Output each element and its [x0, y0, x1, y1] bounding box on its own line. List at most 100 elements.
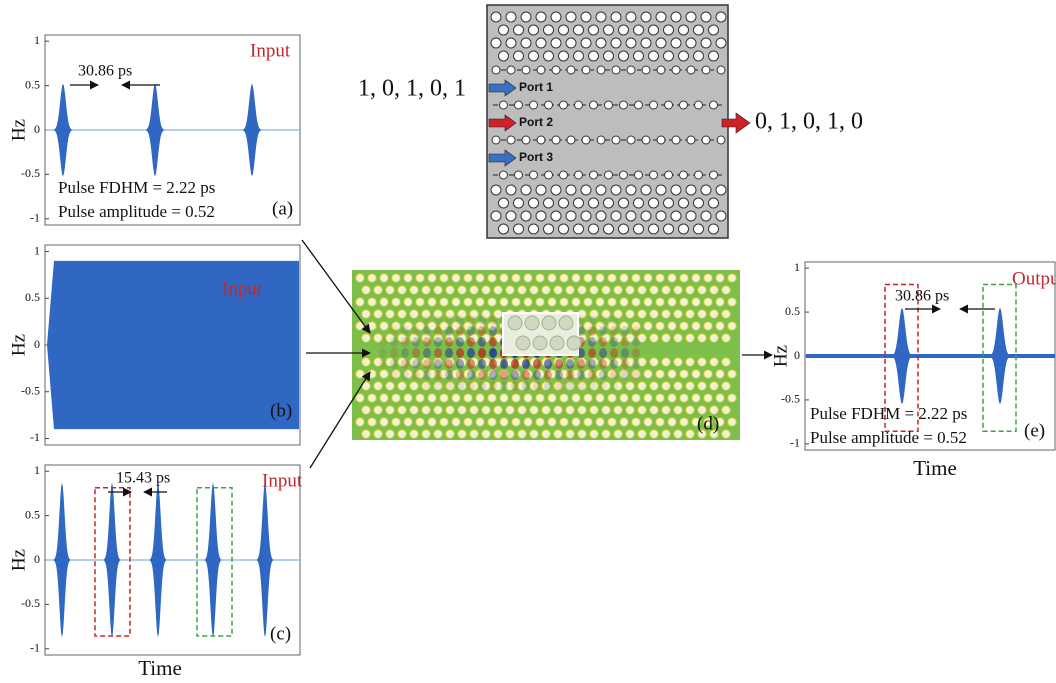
inset-hole [558, 315, 574, 331]
field-hole [703, 297, 713, 307]
field-hole [583, 369, 593, 379]
hole [649, 170, 658, 180]
field-blob [621, 370, 629, 380]
field-hole [457, 285, 467, 295]
field-hole [511, 393, 521, 403]
field-hole [451, 273, 461, 283]
field-hole [697, 381, 707, 391]
hole [559, 100, 568, 110]
hole [490, 210, 502, 222]
hole [655, 184, 667, 196]
y-tick-label: -1 [790, 436, 800, 450]
field-hole [703, 417, 713, 427]
field-hole [637, 333, 647, 343]
hole [663, 197, 674, 209]
field-hole [547, 369, 557, 379]
field-hole [391, 369, 401, 379]
field-hole [637, 285, 647, 295]
hole [610, 210, 622, 222]
field-hole [721, 309, 731, 319]
field-hole [457, 357, 467, 367]
field-hole [445, 405, 455, 415]
hole [573, 50, 584, 62]
field-blob [621, 337, 629, 347]
field-hole [433, 381, 443, 391]
hole [619, 100, 628, 110]
field-hole [709, 309, 719, 319]
hole [709, 170, 718, 180]
field-blob [445, 359, 453, 369]
hole [551, 135, 561, 145]
field-hole [607, 369, 617, 379]
field-hole [673, 309, 683, 319]
hole [678, 197, 689, 209]
field-hole [391, 273, 401, 283]
field-hole [385, 405, 395, 415]
field-blob [566, 370, 574, 380]
field-hole [697, 333, 707, 343]
field-hole [565, 285, 575, 295]
field-hole [361, 405, 371, 415]
hole [505, 11, 517, 23]
field-hole [463, 273, 473, 283]
hole [589, 100, 598, 110]
field-hole [619, 393, 629, 403]
field-blob [555, 359, 563, 369]
field-hole [661, 309, 671, 319]
field-blob [456, 381, 464, 391]
field-blob [456, 359, 464, 369]
field-hole [421, 357, 431, 367]
output-arrow [721, 112, 751, 134]
field-hole [421, 333, 431, 343]
field-hole [397, 357, 407, 367]
hole [633, 223, 644, 235]
y-tick-label: -0.5 [781, 392, 800, 406]
field-blob [511, 359, 519, 369]
hole [596, 135, 606, 145]
hole [679, 100, 688, 110]
field-hole [637, 357, 647, 367]
field-blob [599, 337, 607, 347]
hole [573, 223, 584, 235]
highlight-box [884, 283, 919, 432]
field-hole [373, 381, 383, 391]
field-hole [523, 273, 533, 283]
field-hole [559, 273, 569, 283]
field-hole [421, 309, 431, 319]
field-hole [565, 381, 575, 391]
hole [498, 24, 509, 36]
field-hole [361, 429, 371, 439]
field-hole [421, 285, 431, 295]
field-hole [445, 381, 455, 391]
field-hole [667, 297, 677, 307]
field-hole [445, 309, 455, 319]
field-hole [481, 285, 491, 295]
field-blob [478, 315, 486, 325]
field-hole [427, 297, 437, 307]
field-blob [401, 337, 409, 347]
hole [520, 210, 532, 222]
field-hole [415, 273, 425, 283]
field-hole [355, 393, 365, 403]
field-hole [625, 381, 635, 391]
field-hole [541, 285, 551, 295]
field-hole [685, 429, 695, 439]
field-hole [529, 381, 539, 391]
hole [550, 210, 562, 222]
hole [565, 184, 577, 196]
hole [596, 65, 606, 75]
field-hole [385, 381, 395, 391]
field-hole [409, 285, 419, 295]
port-arrow [488, 79, 517, 97]
field-blob [588, 381, 596, 391]
panel-tag: (d) [697, 413, 719, 434]
field-hole [529, 285, 539, 295]
field-hole [649, 309, 659, 319]
field-blob [610, 326, 618, 336]
y-tick-label: -1 [30, 641, 40, 655]
y-tick-label: -0.5 [21, 596, 40, 610]
hole [694, 100, 703, 110]
field-blob [412, 326, 420, 336]
field-hole [595, 393, 605, 403]
field-hole [451, 321, 461, 331]
